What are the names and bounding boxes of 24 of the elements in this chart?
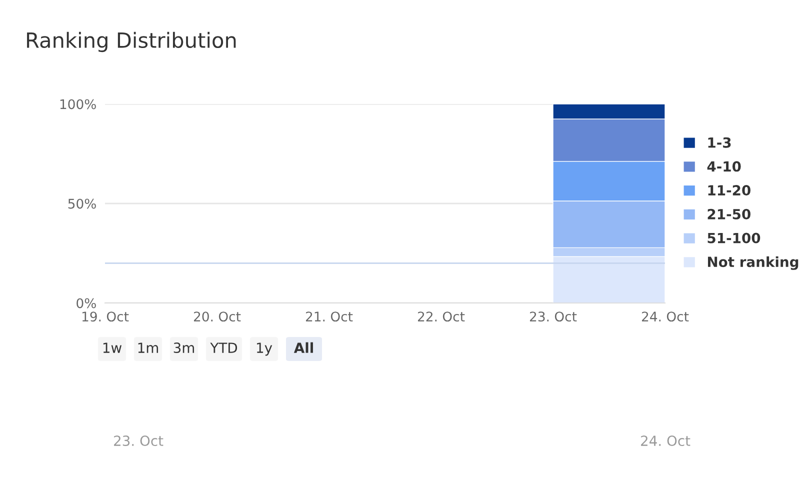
legend-label: 11-20 <box>708 185 750 196</box>
y-tick-label: 0% <box>76 298 96 308</box>
text: 24. Oct <box>641 436 690 446</box>
chart-title: Ranking Distribution <box>27 32 236 52</box>
x-tick-label: 24. Oct <box>642 312 689 322</box>
text: 23. Oct <box>114 436 164 446</box>
x-tick-label: 22. Oct <box>418 312 465 322</box>
text: 1w <box>103 342 122 353</box>
x-tick-label: 23. Oct <box>530 312 577 322</box>
x-tick-label: 20. Oct <box>194 312 241 322</box>
y-tick-label: 50% <box>68 198 96 209</box>
text: 3m <box>174 342 194 354</box>
x-tick-label: 19. Oct <box>82 312 129 322</box>
text: 1y <box>256 342 272 356</box>
y-tick-label: 100% <box>60 99 96 110</box>
legend-label: 51-100 <box>708 232 760 244</box>
text: All <box>294 342 313 353</box>
legend-label: 4-10 <box>707 161 741 172</box>
text: 1m <box>138 342 158 353</box>
legend-label: 1-3 <box>708 137 731 148</box>
legend-label: Not ranking <box>708 256 798 270</box>
text: YTD <box>210 342 238 353</box>
x-tick-label: 21. Oct <box>306 312 353 322</box>
legend-label: 21-50 <box>708 208 750 220</box>
